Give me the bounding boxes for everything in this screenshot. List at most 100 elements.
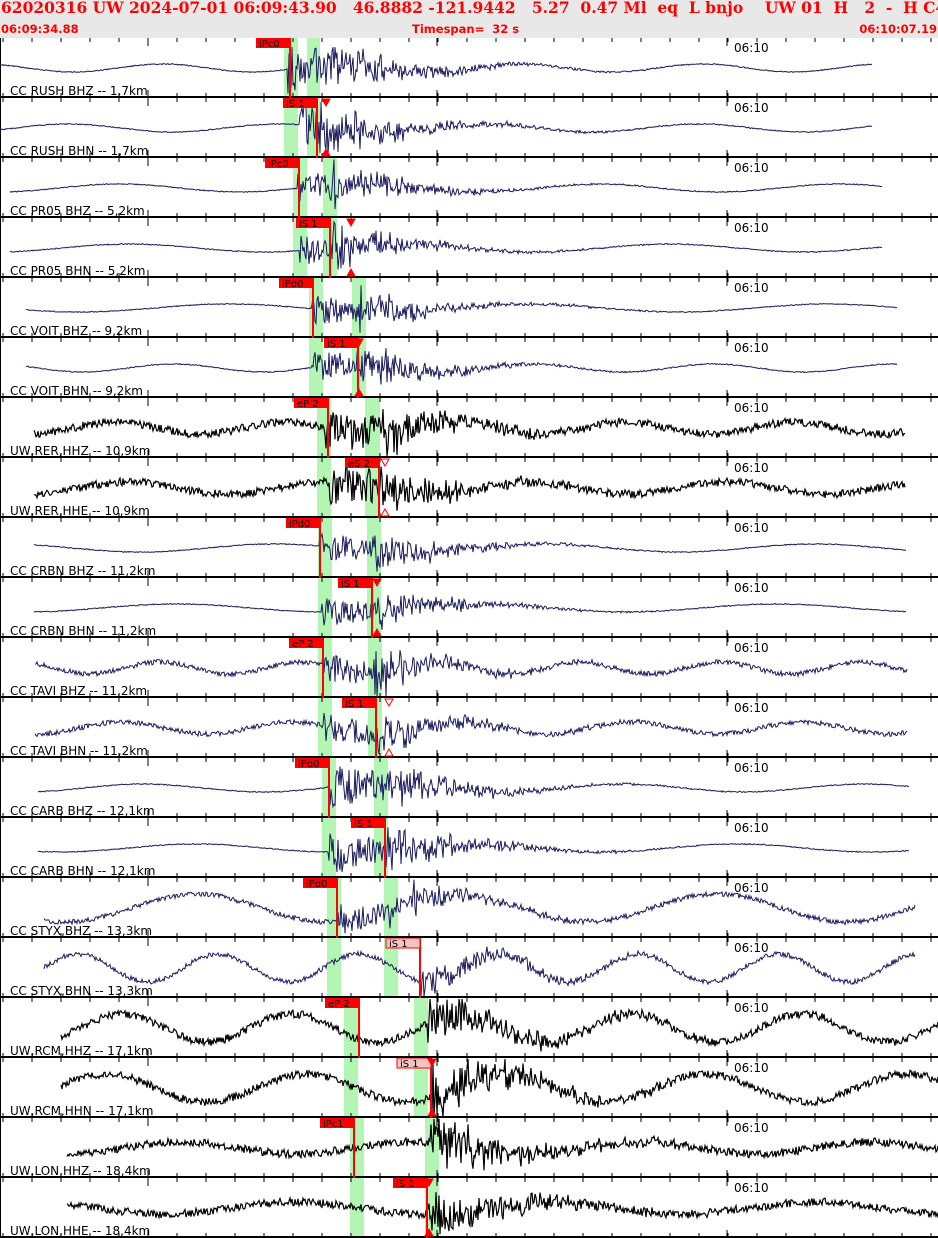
trace-panel[interactable]: 06:10 iS 1 CC STYX,BHN -- 13,3km — [0, 938, 938, 998]
pick-label: eS 2 — [348, 459, 370, 470]
minute-label: 06:10 — [734, 281, 769, 295]
trace-panel[interactable]: 06:10 iS 1 CC RUSH BHN -- 1,7km — [0, 98, 938, 158]
waveform-trace — [60, 1058, 938, 1118]
p-pick-window — [317, 458, 331, 518]
pick-label: iS 1 — [396, 1179, 415, 1190]
pick-flag[interactable] — [279, 278, 313, 288]
pick-flag[interactable] — [324, 338, 358, 348]
pick-flag[interactable] — [320, 1118, 354, 1128]
trace-panel[interactable]: 06:10 iS 1 UW,RCM,HHN -- 17,1km — [0, 1058, 938, 1118]
waveform-trace — [43, 946, 916, 997]
pick-label: iS 1 — [299, 219, 318, 230]
timespan-label: Timespan= 32 s — [412, 22, 520, 36]
p-pick-window — [318, 578, 332, 638]
pick-label: eP 2 — [328, 999, 350, 1010]
pick-label: eP 2 — [292, 639, 314, 650]
trace-panel[interactable]: 06:10 eS 2 UW,RER,HHE -- 10,9km — [0, 458, 938, 518]
pick-label: iPd0 — [289, 519, 311, 530]
p-pick-window — [318, 518, 332, 578]
s-marker-down-icon — [384, 698, 394, 708]
pick-flag[interactable] — [294, 398, 328, 408]
pick-label: iS 1 — [327, 339, 346, 350]
trace-panel[interactable]: 06:10 eP 2 CC TAVI BHZ -- 11,2km — [0, 638, 938, 698]
pick-flag[interactable] — [325, 998, 359, 1008]
s-marker-up-icon — [354, 387, 364, 397]
pick-flag[interactable] — [393, 1178, 427, 1188]
channel-label: UW,LON,HHE -- 18,4km — [10, 1224, 150, 1238]
minute-label: 06:10 — [734, 1181, 769, 1195]
s-marker-up-icon — [380, 507, 390, 517]
pick-label: iS 1 — [341, 579, 360, 590]
trace-panel[interactable]: 06:10 iPd0 CC CARB BHZ -- 12,1km — [0, 758, 938, 818]
trace-panel[interactable]: 06:10 iPd0 CC CRBN BHZ -- 11,2km — [0, 518, 938, 578]
channel-label: CC CARB BHN -- 12,1km — [10, 864, 155, 878]
seismogram-panels: 06:10 iPc0 CC RUSH BHZ -- 1,7km 06:10 iS 1 CC… — [0, 38, 938, 1238]
channel-label: CC STYX,BHZ -- 13,3km — [10, 924, 152, 938]
pick-flag[interactable] — [265, 158, 299, 168]
trace-panel[interactable]: 06:10 iPd0 CC STYX,BHZ -- 13,3km — [0, 878, 938, 938]
trace-panel[interactable]: 06:10 iPc0 CC RUSH BHZ -- 1,7km — [0, 38, 938, 98]
pick-label: iPd0 — [282, 279, 304, 290]
minute-label: 06:10 — [734, 41, 769, 55]
pick-flag[interactable] — [289, 638, 323, 648]
waveform-trace — [9, 159, 882, 210]
trace-panel[interactable]: 06:10 iS 1 CC CARB BHN -- 12,1km — [0, 818, 938, 878]
pick-flag[interactable] — [342, 698, 376, 708]
waveform-trace — [33, 594, 907, 630]
minute-label: 06:10 — [734, 1001, 769, 1015]
waveform-trace — [60, 998, 938, 1052]
s-marker-up-icon — [346, 267, 356, 277]
pick-flag[interactable] — [286, 518, 320, 528]
s-marker-up-icon — [321, 147, 331, 157]
waveform-trace — [25, 343, 898, 385]
trace-panel[interactable]: 06:10 iPd0 CC VOIT BHZ -- 9,2km — [0, 278, 938, 338]
pick-flag[interactable] — [338, 578, 372, 588]
trace-panel[interactable]: 06:10 iS 1 CC TAVI BHN -- 11,2km — [0, 698, 938, 758]
channel-label: CC RUSH BHZ -- 1,7km — [10, 84, 148, 98]
trace-panel[interactable]: 06:10 eP 2 UW,RER,HHZ -- 10,9km — [0, 398, 938, 458]
trace-panel[interactable]: 06:10 iS 1 CC CRBN BHN -- 11,2km — [0, 578, 938, 638]
s-pick-window — [384, 878, 398, 938]
p-pick-window — [293, 218, 307, 278]
event-summary-title: 62020316 UW 2024-07-01 06:09:43.90 46.88… — [1, 0, 938, 17]
waveform-trace — [25, 285, 898, 333]
pick-flag[interactable] — [351, 818, 385, 828]
s-pick-window — [368, 638, 382, 698]
pick-flag[interactable] — [296, 218, 330, 228]
channel-label: CC CRBN BHN -- 11,2km — [10, 624, 156, 638]
trace-panel[interactable]: 06:10 iS 1 UW,LON,HHE -- 18,4km — [0, 1178, 938, 1238]
pick-label: iS 1 — [345, 699, 364, 710]
channel-label: CC TAVI BHN -- 11,2km — [10, 744, 148, 758]
minute-label: 06:10 — [734, 881, 769, 895]
pick-label: iPd0 — [306, 879, 328, 890]
minute-label: 06:10 — [734, 1121, 769, 1135]
waveform-trace — [9, 220, 882, 270]
pick-flag[interactable] — [283, 98, 317, 108]
pick-label: iS 1 — [286, 99, 305, 110]
minute-label: 06:10 — [734, 521, 769, 535]
waveform-trace — [34, 713, 908, 755]
trace-panel[interactable]: 06:10 iPc1 UW,LON,HHZ -- 18,4km — [0, 1118, 938, 1178]
s-pick-window — [367, 578, 381, 638]
minute-label: 06:10 — [734, 761, 769, 775]
event-header: 62020316 UW 2024-07-01 06:09:43.90 46.88… — [0, 0, 938, 38]
pick-flag[interactable] — [303, 878, 337, 888]
pick-flag[interactable] — [256, 38, 290, 48]
channel-label: UW,LON,HHZ -- 18,4km — [10, 1164, 151, 1178]
waveform-trace — [34, 650, 908, 698]
channel-label: CC PR05 BHZ -- 5,2km — [10, 204, 145, 218]
pick-flag[interactable] — [345, 458, 379, 468]
s-marker-down-icon — [424, 1178, 434, 1188]
trace-panel[interactable]: 06:10 iPc0 CC PR05 BHZ -- 5,2km — [0, 158, 938, 218]
s-marker-up-icon — [424, 1227, 434, 1237]
p-pick-window — [318, 638, 332, 698]
minute-label: 06:10 — [734, 821, 769, 835]
waveform-trace — [33, 462, 906, 511]
waveform-trace — [37, 827, 910, 873]
pick-flag[interactable] — [385, 938, 421, 949]
pick-flag[interactable] — [295, 758, 329, 768]
p-pick-window — [284, 98, 298, 158]
trace-panel[interactable]: 06:10 iS 1 CC PR05 BHN -- 5,2km — [0, 218, 938, 278]
trace-panel[interactable]: 06:10 eP 2 UW,RCM,HHZ -- 17,1km — [0, 998, 938, 1058]
trace-panel[interactable]: 06:10 iS 1 CC VOIT BHN -- 9,2km — [0, 338, 938, 398]
